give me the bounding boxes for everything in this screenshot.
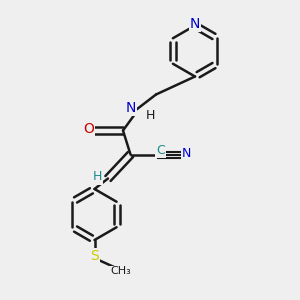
Text: N: N: [182, 146, 191, 160]
Text: CH₃: CH₃: [110, 266, 131, 277]
Text: H: H: [145, 109, 155, 122]
Text: C: C: [156, 144, 165, 157]
Text: O: O: [83, 122, 94, 136]
Text: S: S: [90, 250, 99, 263]
Text: N: N: [190, 17, 200, 31]
Text: N: N: [126, 101, 136, 115]
Text: H: H: [93, 170, 102, 184]
